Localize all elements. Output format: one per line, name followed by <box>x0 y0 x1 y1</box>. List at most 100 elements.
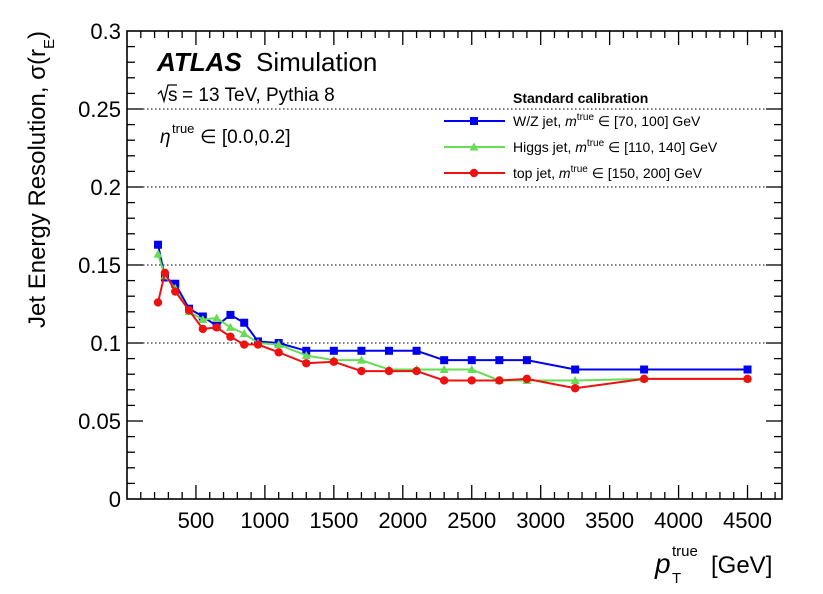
x-tick-label: 3000 <box>516 508 565 533</box>
data-point <box>274 348 283 357</box>
x-tick-label: 4000 <box>654 508 703 533</box>
data-point <box>171 287 180 296</box>
data-point <box>240 340 249 349</box>
data-point <box>412 366 421 376</box>
x-tick-label: 500 <box>178 508 215 533</box>
series-line <box>157 244 748 371</box>
data-point <box>522 356 531 365</box>
data-point <box>439 365 449 374</box>
data-point <box>640 365 649 374</box>
legend-entry-0: W/Z jet, mtrue ∈ [70, 100] GeV <box>444 112 701 129</box>
y-axis-title-main: Jet Energy Resolution, σ(r <box>24 49 51 328</box>
data-point <box>253 340 263 349</box>
y-tick-label: 0.25 <box>78 97 121 122</box>
data-point <box>240 318 249 327</box>
data-point <box>570 384 580 393</box>
x-axis-title-sub: T <box>672 570 681 587</box>
legend-entry-2: top jet, mtrue ∈ [150, 200] GeV <box>444 164 703 181</box>
data-point <box>212 323 221 332</box>
x-tick-label: 1500 <box>309 508 358 533</box>
x-axis-title: p <box>654 548 671 579</box>
legend-label: Higgs jet, mtrue ∈ [110, 140] GeV <box>513 138 718 155</box>
x-axis-title-unit: [GeV] <box>711 552 772 579</box>
x-tick-label: 1000 <box>240 508 289 533</box>
series-line <box>157 270 748 390</box>
x-axis-title-sup: true <box>672 543 698 560</box>
atlas-experiment: ATLAS <box>156 47 242 77</box>
data-point <box>154 240 163 249</box>
data-point <box>385 346 393 355</box>
data-point <box>495 376 504 385</box>
data-point <box>357 366 366 376</box>
y-axis-title-sub: E <box>41 39 58 49</box>
legend-marker <box>470 117 478 125</box>
data-point <box>198 324 208 334</box>
data-point <box>467 356 476 365</box>
eta-annotation: η true ∈ [0.0,0.2] <box>160 121 291 148</box>
eta-sup: true <box>172 121 194 136</box>
data-point <box>357 346 366 355</box>
data-series <box>153 240 753 393</box>
data-point <box>226 332 235 341</box>
data-point <box>743 374 752 384</box>
y-tick-label: 0.05 <box>78 409 121 434</box>
data-point <box>184 306 194 315</box>
data-point <box>153 249 163 258</box>
data-point <box>301 350 311 359</box>
series-higgs-jet <box>153 249 753 384</box>
data-point <box>467 365 477 374</box>
energy-line-text: = 13 TeV, Pythia 8 <box>182 85 335 106</box>
legend: Standard calibration W/Z jet, mtrue ∈ [7… <box>444 90 718 181</box>
eta-symbol: η <box>160 127 171 148</box>
data-point <box>225 322 235 331</box>
energy-annotation: s = 13 TeV, Pythia 8 <box>157 84 335 106</box>
data-point <box>226 310 235 319</box>
tick-labels: 500 1000 1500 2000 2500 3000 3500 4000 4500 0 0.05… <box>78 19 772 533</box>
data-point <box>412 346 421 355</box>
series-line <box>157 253 748 382</box>
data-point <box>439 376 449 385</box>
gridlines <box>127 108 782 344</box>
legend-entries: W/Z jet, mtrue ∈ [70, 100] GeV Higgs jet,… <box>444 112 718 181</box>
data-point <box>274 340 284 349</box>
y-tick-label: 0.3 <box>90 19 121 44</box>
sqrt-icon <box>157 84 177 104</box>
data-point <box>239 329 249 338</box>
series-w-z-jet <box>154 240 752 374</box>
legend-marker <box>469 142 479 151</box>
y-tick-label: 0.1 <box>90 331 121 356</box>
data-point <box>495 356 504 365</box>
data-point <box>329 346 338 355</box>
legend-label: W/Z jet, mtrue ∈ [70, 100] GeV <box>513 112 701 129</box>
series-top-jet <box>153 268 752 393</box>
atlas-simulation: Simulation <box>256 47 377 77</box>
data-point <box>522 374 532 384</box>
y-tick-label: 0.2 <box>90 175 121 200</box>
x-axis-title-main: p <box>654 548 671 579</box>
x-tick-label: 3500 <box>585 508 634 533</box>
y-axis-title-close: ) <box>24 31 51 39</box>
x-tick-label: 2000 <box>378 508 427 533</box>
data-point <box>570 375 580 384</box>
x-tick-label: 4500 <box>723 508 772 533</box>
y-axis-title: Jet Energy Resolution, σ(rE) <box>24 31 58 328</box>
legend-marker <box>469 168 479 178</box>
data-point <box>198 315 208 324</box>
legend-label: top jet, mtrue ∈ [150, 200] GeV <box>513 164 703 181</box>
data-point <box>302 346 311 355</box>
data-point <box>302 359 311 368</box>
data-point <box>571 365 580 374</box>
x-tick-label: 2500 <box>447 508 496 533</box>
data-point <box>160 268 170 277</box>
atlas-label: ATLAS <box>156 47 242 77</box>
data-point <box>329 357 339 366</box>
data-point <box>212 313 222 322</box>
data-point <box>153 298 163 307</box>
data-point <box>356 355 366 364</box>
data-point <box>639 374 649 384</box>
data-point <box>743 365 752 374</box>
sqrt-s-text: s <box>168 85 178 106</box>
data-point <box>171 279 180 288</box>
legend-entry-1: Higgs jet, mtrue ∈ [110, 140] GeV <box>444 138 718 155</box>
